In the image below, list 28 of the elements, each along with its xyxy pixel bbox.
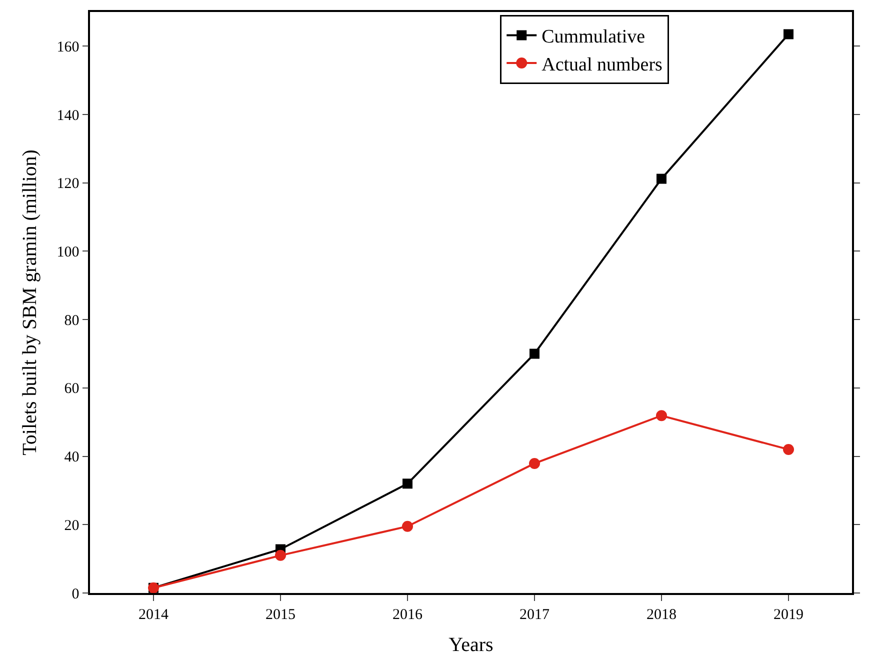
point — [275, 550, 286, 561]
point — [783, 444, 794, 455]
legend-label: Actual numbers — [542, 54, 662, 76]
x-tick-label: 2016 — [392, 606, 423, 623]
y-tick-label: 60 — [64, 381, 80, 398]
y-tick-label: 80 — [64, 312, 80, 329]
x-tick-label: 2019 — [774, 606, 804, 623]
y-tick-label: 100 — [56, 244, 80, 260]
x-axis-title: Years — [448, 634, 494, 656]
point — [656, 174, 666, 184]
point — [402, 478, 412, 489]
y-tick-label: 160 — [56, 39, 80, 56]
y-axis-title: Toilets built by SBM gramin (million) — [18, 150, 41, 456]
point — [530, 348, 540, 359]
point — [402, 520, 413, 532]
y-tick-label: 120 — [56, 176, 80, 192]
y-tick-label: 20 — [64, 518, 80, 534]
x-tick-label: 2018 — [646, 606, 676, 623]
legend-label: Cummulative — [542, 26, 646, 48]
y-tick-label: 140 — [56, 108, 80, 124]
x-tick-label: 2015 — [266, 606, 296, 623]
x-tick-label: 2014 — [138, 606, 169, 623]
point — [656, 410, 667, 422]
y-tick-label: 0 — [72, 586, 80, 602]
x-tick-label: 2017 — [520, 606, 550, 623]
point — [784, 29, 794, 40]
point — [529, 458, 540, 469]
y-tick-label: 40 — [64, 450, 80, 466]
